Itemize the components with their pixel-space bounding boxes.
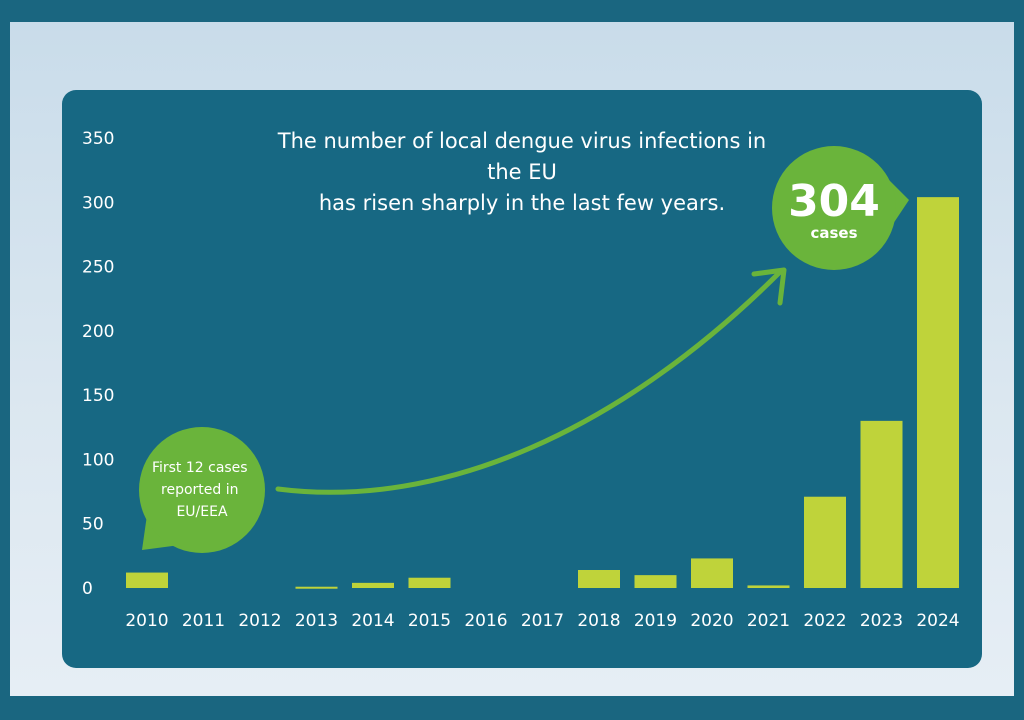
background-frame: The number of local dengue virus infecti… <box>10 22 1014 696</box>
bar-2019 <box>634 575 677 588</box>
y-tick-label: 300 <box>82 193 114 213</box>
first-cases-line-3: EU/EEA <box>176 504 228 520</box>
bar-2021 <box>747 585 790 588</box>
trend-arrow-head <box>751 267 787 306</box>
first-cases-line-1: First 12 cases <box>152 460 248 476</box>
x-tick-label: 2019 <box>634 611 677 631</box>
bar-2024 <box>917 197 959 588</box>
x-tick-label: 2013 <box>295 611 338 631</box>
bar-2023 <box>860 420 903 588</box>
y-tick-label: 100 <box>82 450 114 470</box>
x-axis-ticks: 2010 2011 2012 2013 2014 2015 2016 2017 2018 2019… <box>125 611 959 631</box>
x-tick-label: 2014 <box>351 611 394 631</box>
bar-2013 <box>295 586 338 589</box>
y-tick-label: 350 <box>82 129 114 149</box>
x-tick-label: 2012 <box>238 611 281 631</box>
bar-2018 <box>578 570 620 588</box>
x-tick-label: 2020 <box>690 611 733 631</box>
first-cases-bubble: First 12 cases reported in EU/EEA <box>139 427 265 553</box>
bar-2014 <box>352 582 394 588</box>
x-tick-label: 2018 <box>577 611 620 631</box>
x-tick-label: 2024 <box>916 611 959 631</box>
x-tick-label: 2017 <box>521 611 564 631</box>
bars <box>126 197 959 589</box>
bar-2020 <box>691 558 733 588</box>
y-tick-label: 0 <box>82 579 93 599</box>
y-tick-label: 150 <box>82 386 114 406</box>
first-cases-bubble-circle <box>139 427 265 553</box>
x-tick-label: 2022 <box>803 611 846 631</box>
bar-2010 <box>126 572 168 588</box>
x-tick-label: 2010 <box>125 611 168 631</box>
x-tick-label: 2023 <box>860 611 903 631</box>
peak-cases-number: 304 <box>788 176 880 227</box>
peak-cases-bubble: 304 cases <box>772 146 909 270</box>
bar-2022 <box>804 496 846 588</box>
peak-cases-bubble-circle <box>772 146 896 270</box>
first-cases-line-2: reported in <box>161 482 238 498</box>
chart-title-line-2: has risen sharply in the last few years. <box>318 191 726 215</box>
bar-2015 <box>408 577 451 588</box>
chart-title-line-1: The number of local dengue virus infecti… <box>277 129 767 184</box>
chart-panel: The number of local dengue virus infecti… <box>62 90 982 668</box>
y-tick-label: 50 <box>82 515 104 535</box>
y-tick-label: 200 <box>82 322 114 342</box>
chart-title: The number of local dengue virus infecti… <box>262 126 782 219</box>
peak-cases-unit: cases <box>810 224 857 242</box>
x-tick-label: 2021 <box>747 611 790 631</box>
trend-arrow <box>275 269 783 495</box>
svg-text:First 12 cases repor: First 12 cases reported in EU/EEA <box>152 460 252 520</box>
y-tick-label: 250 <box>82 258 114 278</box>
x-tick-label: 2011 <box>182 611 225 631</box>
y-axis-ticks: 0 50 100 150 200 250 300 350 <box>82 129 114 599</box>
x-tick-label: 2015 <box>408 611 451 631</box>
x-tick-label: 2016 <box>464 611 507 631</box>
